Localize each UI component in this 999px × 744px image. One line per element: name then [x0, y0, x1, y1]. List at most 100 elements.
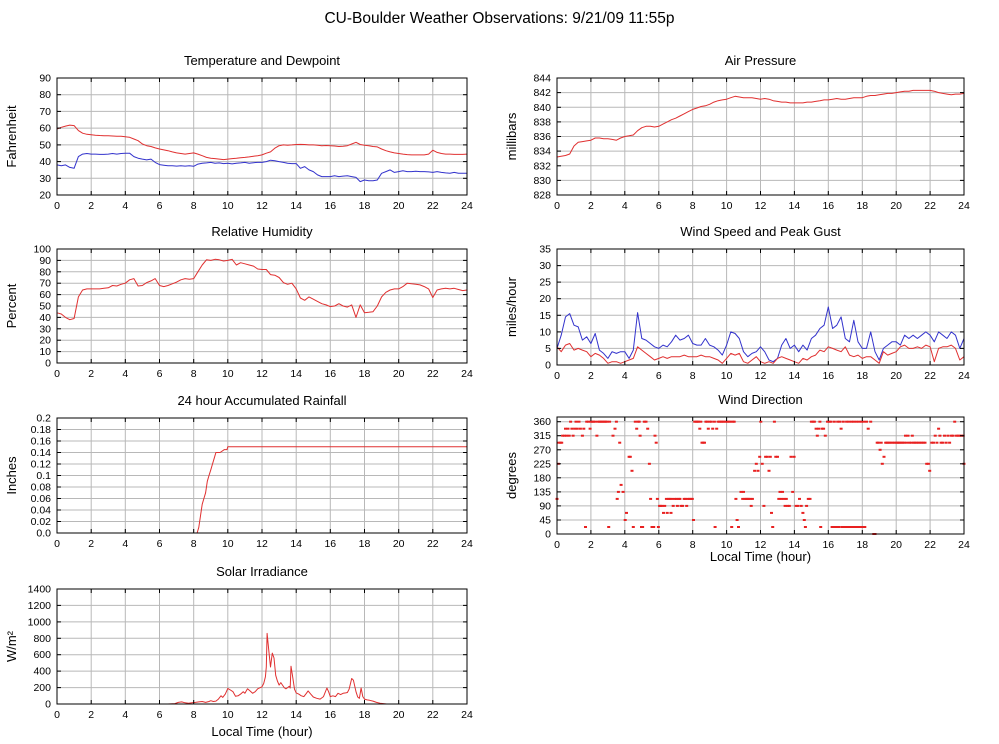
y-tick-label: 1200 — [28, 600, 52, 612]
x-tick-label: 12 — [256, 538, 268, 550]
x-tick-label: 10 — [721, 539, 733, 551]
x-tick-label: 8 — [690, 539, 696, 551]
chart-title: Solar Irradiance — [216, 564, 308, 579]
data-point — [909, 441, 913, 444]
data-point — [582, 427, 586, 430]
y-tick-label: 1000 — [28, 616, 52, 628]
wind-direction-points — [555, 420, 966, 535]
data-point — [561, 434, 565, 437]
y-tick-label: 225 — [533, 458, 551, 470]
x-tick-label: 0 — [54, 709, 60, 721]
data-point — [735, 519, 739, 521]
y-tick-label: 832 — [533, 160, 551, 172]
data-point — [698, 427, 702, 430]
x-tick-label: 24 — [461, 368, 473, 380]
data-point — [837, 526, 841, 528]
data-point — [605, 420, 609, 423]
y-tick-label: 35 — [539, 244, 551, 256]
x-tick-label: 24 — [958, 539, 970, 551]
data-point — [621, 490, 625, 493]
y-tick-label: 30 — [39, 323, 51, 335]
x-tick-label: 10 — [222, 538, 234, 550]
data-point — [652, 526, 656, 528]
data-point — [792, 455, 796, 458]
data-point — [753, 469, 757, 472]
x-tick-label: 8 — [191, 709, 197, 721]
series-temperature — [56, 124, 468, 161]
y-tick-label: 0.02 — [31, 516, 52, 528]
data-point — [893, 441, 896, 444]
x-tick-label: 10 — [721, 370, 733, 380]
data-point — [563, 434, 567, 437]
y-tick-label: 200 — [33, 682, 51, 694]
y-tick-label: 70 — [39, 106, 51, 118]
x-tick-label: 24 — [461, 709, 473, 721]
data-point — [880, 462, 884, 465]
x-tick-label: 12 — [755, 200, 767, 212]
data-point — [904, 434, 907, 437]
y-tick-label: 70 — [39, 278, 51, 290]
y-tick-label: 400 — [33, 666, 51, 678]
data-point — [941, 441, 945, 444]
data-point — [709, 420, 713, 423]
data-point — [866, 427, 870, 430]
data-point — [887, 441, 891, 444]
x-tick-label: 6 — [157, 200, 163, 212]
data-point — [851, 526, 855, 528]
data-point — [783, 504, 787, 507]
x-tick-label: 16 — [822, 539, 834, 551]
data-point — [678, 497, 682, 500]
data-point — [724, 420, 728, 423]
data-point — [826, 420, 829, 423]
data-point — [928, 469, 932, 472]
y-tick-label: 50 — [39, 301, 51, 313]
y-tick-label: 840 — [533, 102, 551, 114]
data-point — [611, 434, 615, 437]
data-point — [571, 434, 575, 437]
x-tick-label: 18 — [856, 200, 868, 212]
data-point — [918, 441, 922, 444]
data-point — [567, 434, 571, 437]
x-tick-label: 0 — [554, 200, 560, 212]
data-point — [838, 420, 842, 423]
data-point — [923, 441, 927, 444]
data-point — [711, 427, 715, 430]
data-point — [725, 420, 729, 423]
y-tick-label: 20 — [539, 293, 551, 305]
chart-title: 24 hour Accumulated Rainfall — [177, 395, 346, 408]
data-point — [613, 427, 617, 430]
y-tick-label: 40 — [39, 156, 51, 168]
data-point — [944, 441, 948, 444]
data-point — [633, 420, 637, 423]
y-tick-label: 45 — [539, 515, 551, 527]
data-point — [718, 420, 721, 423]
wind-speed-gust-plot: 0 2 4 6 8 10 12 14 16 18 20 22 2405101520253035Wind … — [504, 225, 970, 380]
data-point — [742, 490, 745, 493]
data-point — [669, 511, 673, 514]
data-point — [734, 497, 738, 500]
data-point — [628, 455, 632, 458]
y-tick-label: 30 — [539, 260, 551, 272]
data-point — [799, 504, 803, 507]
data-point — [653, 434, 657, 437]
data-point — [850, 420, 854, 423]
data-point — [607, 526, 611, 528]
data-point — [635, 427, 639, 430]
x-tick-label: 6 — [656, 370, 662, 380]
data-point — [565, 434, 569, 437]
x-tick-label: 14 — [290, 368, 302, 380]
data-point — [953, 420, 957, 423]
data-point — [737, 526, 740, 528]
data-point — [937, 427, 941, 430]
data-point — [956, 434, 960, 437]
data-point — [588, 427, 592, 430]
series-humidity — [56, 258, 468, 321]
data-point — [663, 504, 667, 507]
data-point — [863, 526, 867, 528]
data-point — [862, 420, 866, 423]
data-point — [777, 497, 781, 500]
data-point — [789, 455, 793, 458]
data-point — [939, 441, 943, 444]
x-tick-label: 8 — [191, 538, 197, 550]
data-point — [946, 434, 950, 437]
